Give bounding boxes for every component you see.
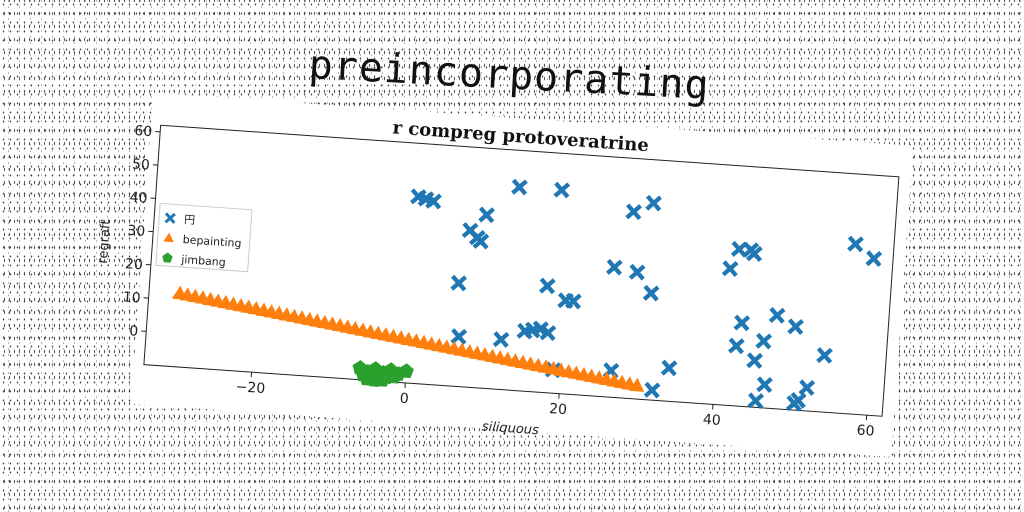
- data-point: [755, 332, 773, 350]
- data-point: [450, 274, 468, 292]
- legend-box: [155, 202, 253, 273]
- legend-label: jimbang: [180, 253, 226, 269]
- data-point: [768, 307, 786, 324]
- data-point: [645, 194, 662, 212]
- y-tick-label: 0: [129, 323, 139, 340]
- y-axis-label: regraft: [96, 219, 114, 264]
- data-point: [642, 284, 660, 302]
- x-axis: −20 0 20 40 60: [235, 372, 875, 440]
- data-point: [628, 263, 646, 281]
- series-3: [352, 360, 414, 387]
- data-point: [746, 352, 763, 369]
- data-point: [625, 203, 643, 221]
- data-point: [606, 258, 623, 276]
- x-tick-label: 20: [549, 401, 568, 418]
- data-point: [747, 392, 765, 410]
- data-point: [847, 235, 864, 253]
- y-tick-label: 30: [127, 223, 146, 240]
- y-tick-label: 10: [122, 289, 141, 306]
- legend-label: 円: [184, 213, 196, 227]
- data-point: [472, 232, 490, 250]
- y-tick-label: 40: [129, 190, 148, 207]
- data-point: [450, 328, 468, 345]
- data-point: [816, 347, 833, 364]
- y-axis: 0 10 20 30 40 50 60: [122, 123, 161, 340]
- data-point: [478, 206, 495, 224]
- y-tick-label: 60: [134, 123, 153, 140]
- x-axis-label: siliquous: [481, 419, 539, 438]
- data-point: [660, 359, 678, 377]
- x-tick-label: 0: [399, 391, 409, 408]
- legend: 円 bepainting jimbang: [155, 202, 253, 273]
- legend-marker: [163, 232, 174, 243]
- data-point: [865, 250, 883, 267]
- legend-marker: [162, 252, 173, 263]
- data-marks: [171, 178, 883, 412]
- x-tick-label: 60: [856, 423, 875, 440]
- legend-label: bepainting: [182, 233, 242, 250]
- x-tick-label: −20: [235, 379, 266, 397]
- data-point: [756, 376, 773, 393]
- data-point: [492, 331, 510, 348]
- plot-area-frame: [143, 124, 900, 417]
- data-point: [746, 245, 763, 262]
- data-point: [539, 277, 556, 295]
- data-point: [628, 377, 645, 392]
- data-point: [798, 379, 816, 396]
- data-point: [553, 181, 571, 199]
- data-point: [787, 318, 804, 336]
- data-point: [398, 363, 414, 379]
- x-tick-label: 40: [702, 412, 721, 429]
- data-point: [425, 192, 442, 210]
- legend-marker: [164, 212, 176, 224]
- series-1: [410, 178, 883, 412]
- data-point: [643, 381, 661, 399]
- data-point: [386, 368, 402, 384]
- data-point: [565, 292, 582, 310]
- y-tick-label: 50: [131, 156, 150, 173]
- series-2: [171, 285, 645, 392]
- data-point: [789, 392, 807, 409]
- y-tick-label: 20: [124, 256, 143, 273]
- data-point: [374, 372, 391, 387]
- data-point: [728, 337, 745, 355]
- data-point: [539, 324, 557, 342]
- data-point: [511, 178, 528, 196]
- data-point: [721, 260, 739, 277]
- data-point: [730, 240, 748, 258]
- data-point: [733, 314, 751, 332]
